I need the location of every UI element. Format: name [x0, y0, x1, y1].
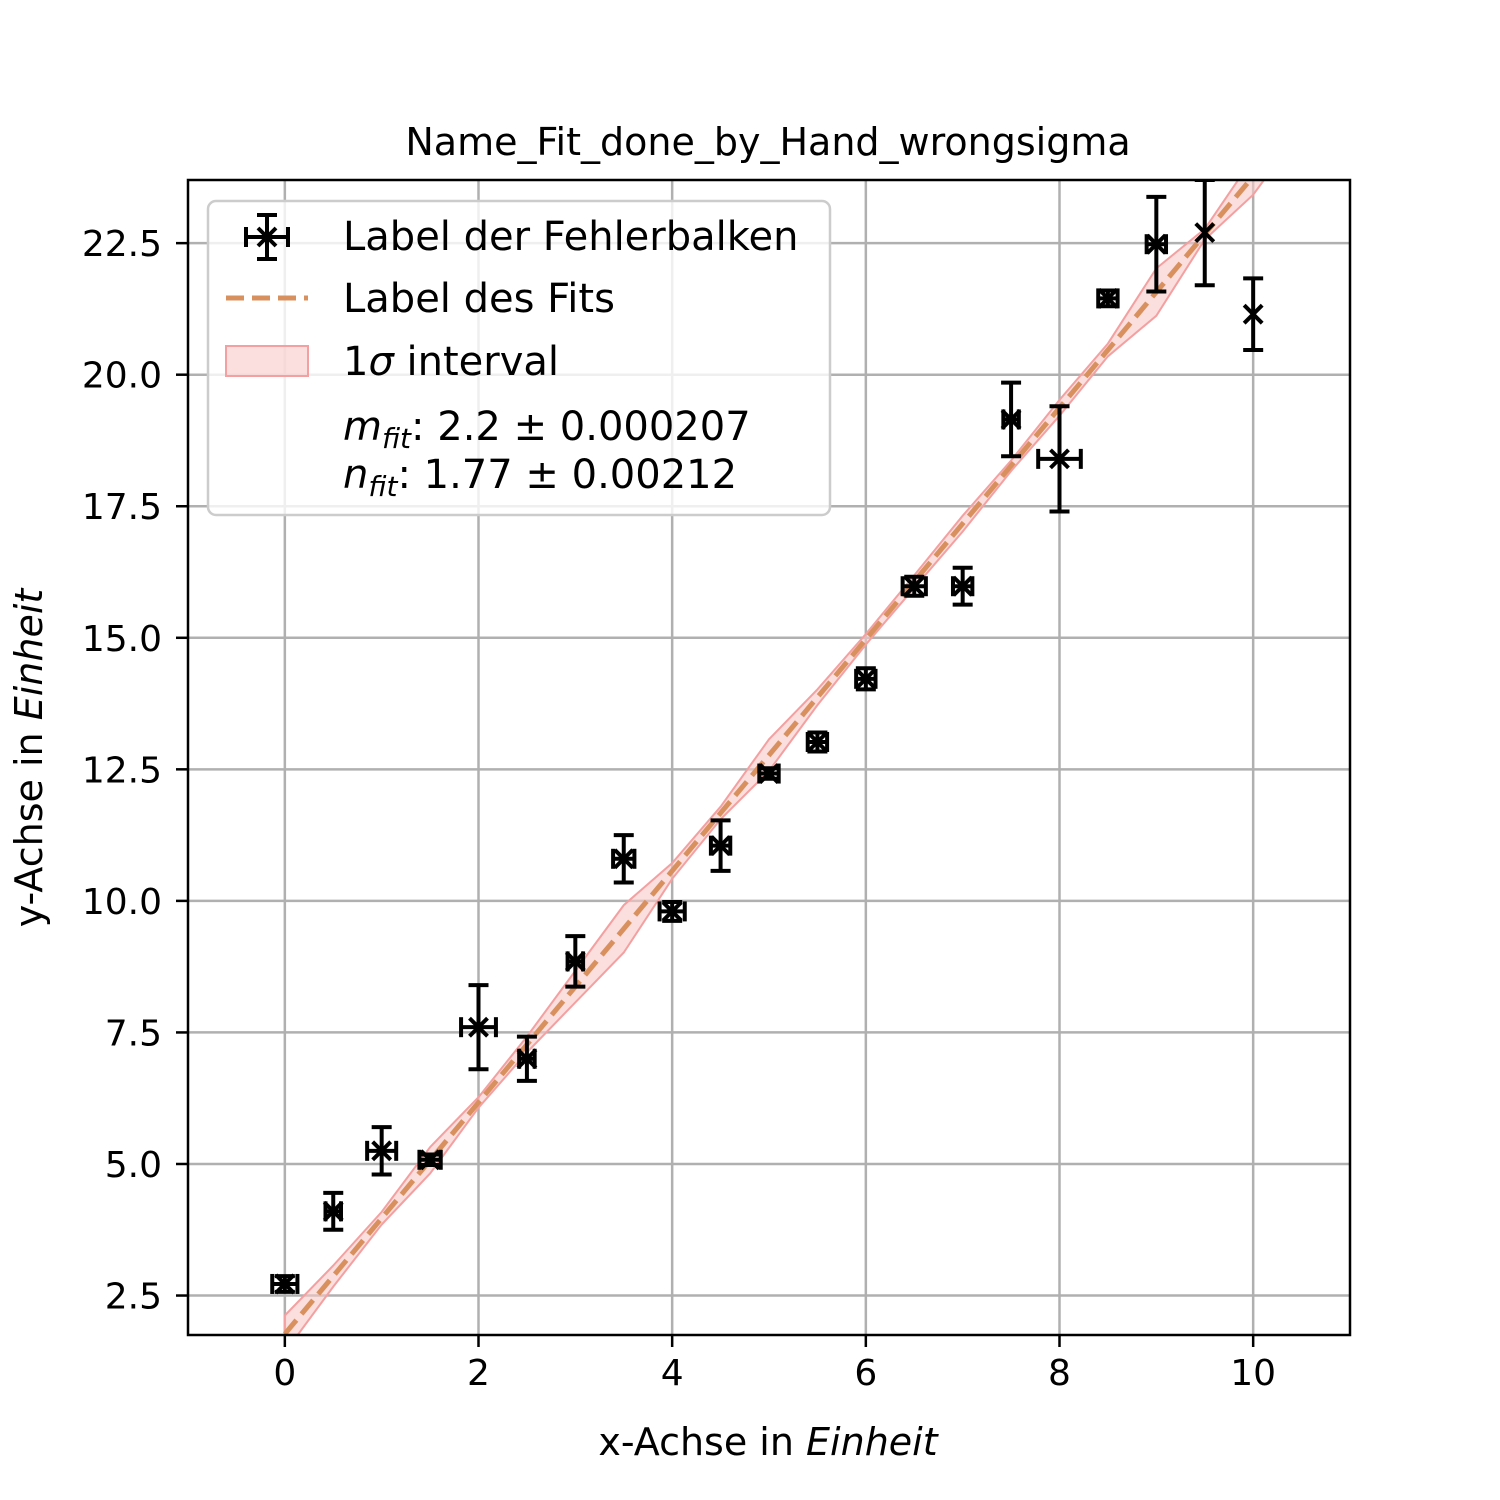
- data-point: [1036, 404, 1083, 514]
- y-tick-label: 5.0: [105, 1145, 162, 1186]
- point-marker: [807, 731, 828, 753]
- data-point: [1096, 287, 1120, 309]
- x-tick-label: 6: [854, 1353, 877, 1394]
- data-point: [657, 899, 687, 923]
- legend-n-value: : 1.77 ± 0.00212: [397, 452, 737, 498]
- y-tick-label: 12.5: [82, 750, 162, 791]
- fit-line: [282, 180, 1254, 1335]
- x-axis-label: x-Achse in Einheit: [598, 1420, 939, 1464]
- legend: Label der Fehlerbalken Label des Fits 1σ…: [206, 199, 832, 517]
- fit-line-layer: [282, 180, 1254, 1335]
- legend-band-suffix: interval: [394, 339, 559, 385]
- point-marker: [758, 763, 780, 784]
- legend-band-sigma: σ: [368, 339, 395, 385]
- point-marker: [661, 900, 683, 922]
- legend-m-fit: mfit: 2.2 ± 0.000207: [343, 404, 751, 455]
- legend-box: [206, 199, 832, 517]
- point-marker: [516, 1048, 538, 1070]
- chart-title: Name_Fit_done_by_Hand_wrongsigma: [405, 120, 1130, 164]
- legend-n-sub: fit: [368, 470, 398, 503]
- data-point: [805, 730, 830, 754]
- data-point: [516, 1034, 538, 1083]
- point-marker: [1145, 233, 1167, 255]
- x-axis-label-unit: Einheit: [806, 1420, 940, 1464]
- point-marker: [371, 1140, 393, 1162]
- point-marker: [468, 1016, 489, 1038]
- data-point: [757, 763, 781, 784]
- data-point: [417, 1149, 443, 1171]
- y-tick-label: 17.5: [82, 487, 162, 528]
- data-point: [270, 1273, 300, 1295]
- point-marker: [322, 1200, 344, 1222]
- data-point: [1000, 380, 1022, 459]
- point-marker: [1242, 303, 1264, 325]
- x-axis: 0 2 4 6 8 10: [273, 1335, 1276, 1394]
- y-axis-label-text: y-Achse in: [7, 732, 51, 927]
- x-tick-label: 2: [467, 1353, 490, 1394]
- data-point: [950, 565, 975, 607]
- y-tick-label: 20.0: [82, 356, 162, 397]
- point-marker: [1049, 448, 1070, 470]
- y-axis: 2.5 5.0 7.5 10.0 12.5 15.0 17.5 20.0 22.5: [82, 224, 188, 1318]
- y-tick-label: 7.5: [105, 1013, 162, 1054]
- data-point: [854, 666, 878, 692]
- plot-frame: [186, 178, 1352, 1337]
- point-marker: [1194, 222, 1216, 244]
- x-tick-label: 10: [1230, 1353, 1276, 1394]
- y-tick-label: 22.5: [82, 224, 162, 265]
- point-marker: [564, 950, 586, 972]
- x-tick-label: 8: [1048, 1353, 1071, 1394]
- data-point: [708, 818, 733, 873]
- data-points-layer: [270, 180, 1264, 1295]
- data-point: [564, 934, 586, 989]
- legend-m-sub: fit: [382, 422, 412, 455]
- y-tick-label: 10.0: [82, 882, 162, 923]
- x-tick-label: 0: [273, 1353, 296, 1394]
- data-point: [1144, 194, 1169, 294]
- legend-errorbar-label: Label der Fehlerbalken: [343, 214, 798, 260]
- legend-m-value: : 2.2 ± 0.000207: [411, 404, 751, 450]
- x-axis-label-text: x-Achse in: [598, 1420, 794, 1464]
- data-point: [900, 574, 928, 598]
- legend-fit-label: Label des Fits: [343, 276, 615, 322]
- data-point: [365, 1125, 399, 1177]
- data-point: [611, 833, 637, 885]
- point-marker: [613, 848, 635, 870]
- y-tick-label: 2.5: [105, 1277, 162, 1318]
- x-tick-label: 4: [661, 1353, 684, 1394]
- y-axis-label: y-Achse in Einheit: [7, 587, 51, 928]
- data-point: [1194, 180, 1216, 288]
- point-marker: [903, 575, 925, 597]
- legend-errorbar-marker: [244, 213, 290, 261]
- data-point: [1242, 276, 1264, 352]
- point-marker: [419, 1149, 441, 1171]
- legend-n-fit: nfit: 1.77 ± 0.00212: [343, 452, 737, 503]
- point-marker: [274, 1273, 296, 1295]
- point-marker: [710, 835, 731, 857]
- legend-m-symbol: m: [343, 404, 382, 450]
- data-point: [459, 983, 498, 1072]
- legend-band-prefix: 1: [343, 339, 368, 385]
- point-marker: [1097, 287, 1119, 309]
- legend-band-label: 1σ interval: [343, 339, 559, 385]
- y-axis-label-unit: Einheit: [7, 587, 51, 721]
- legend-band-marker: [225, 345, 309, 377]
- legend-n-symbol: n: [343, 452, 368, 498]
- confidence-band: [283, 180, 1266, 1335]
- confidence-band-layer: [283, 180, 1266, 1335]
- data-point: [322, 1190, 344, 1232]
- y-tick-label: 15.0: [82, 619, 162, 660]
- point-marker: [855, 668, 877, 690]
- point-marker: [952, 575, 974, 597]
- point-marker: [1000, 409, 1022, 430]
